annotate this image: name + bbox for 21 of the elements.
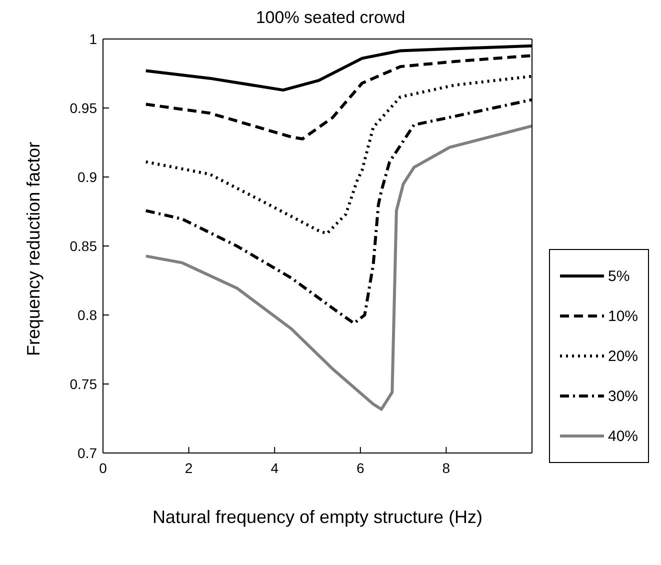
x-tick-label: 2	[184, 460, 193, 476]
y-axis-title: Frequency reduction factor	[23, 142, 44, 356]
legend-label: 20%	[608, 348, 638, 364]
legend-label: 5%	[608, 268, 630, 284]
x-tick-label: 8	[442, 460, 450, 476]
x-axis-title: Natural frequency of empty structure (Hz)	[152, 507, 483, 527]
y-tick-label: 1	[89, 30, 98, 47]
y-tick-label: 0.85	[70, 238, 98, 254]
y-tick-label: 0.75	[70, 376, 98, 392]
y-tick-label: 0.95	[70, 100, 98, 116]
x-tick-label: 6	[356, 460, 364, 476]
legend-label: 30%	[608, 388, 638, 404]
x-tick-label: 0	[99, 460, 108, 476]
chart-title: 100% seated crowd	[254, 8, 406, 28]
legend-label: 10%	[608, 308, 638, 324]
y-tick-label: 0.7	[78, 444, 98, 461]
legend-label: 40%	[608, 428, 638, 444]
y-tick-label: 0.8	[78, 306, 98, 323]
y-tick-label: 0.9	[78, 168, 98, 185]
line-series	[144, 124, 532, 411]
x-tick-label: 4	[270, 460, 279, 476]
